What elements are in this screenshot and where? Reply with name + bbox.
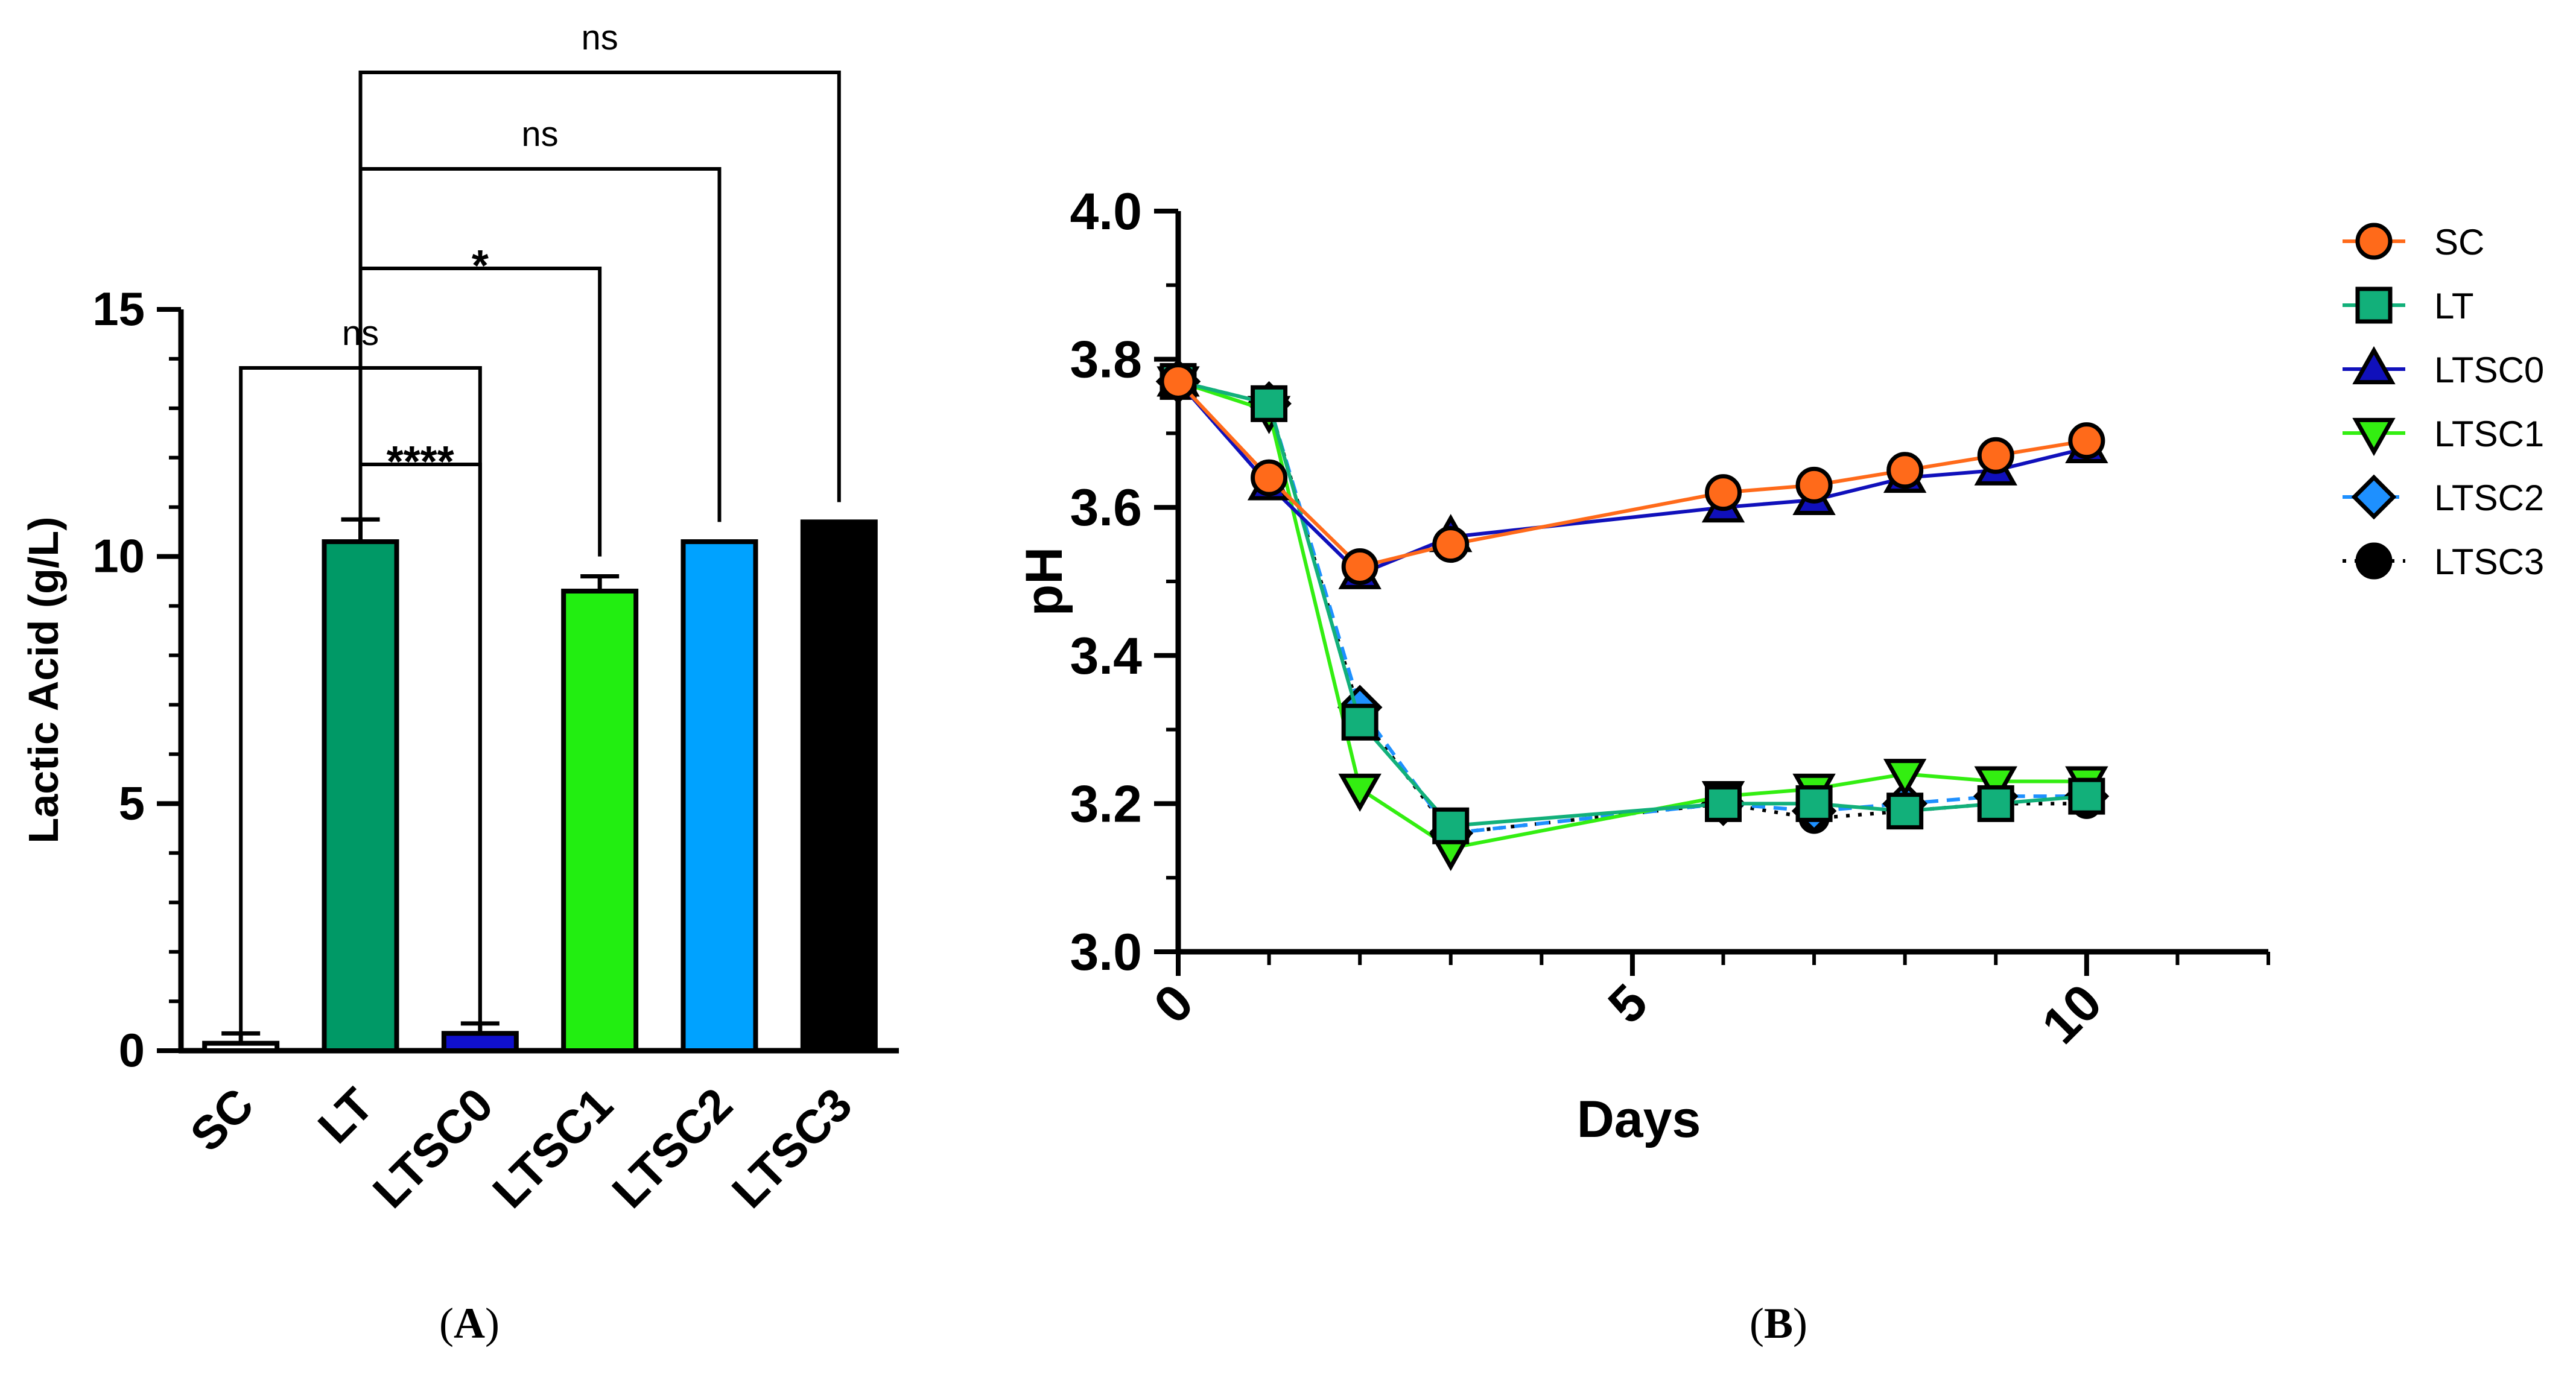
series-sc (1160, 362, 2105, 585)
legend-label: LTSC1 (2434, 414, 2544, 454)
data-point (1883, 759, 1927, 797)
y-tick-label: 3.0 (1070, 923, 1142, 981)
panel-b-letter: B (1764, 1299, 1793, 1347)
significance-label: ns (342, 314, 379, 353)
legend-item-ltsc1: LTSC1 (2343, 414, 2544, 457)
significance-bracket (358, 463, 482, 1024)
x-tick-label: LTSC2 (602, 1078, 743, 1218)
data-point (1795, 466, 1833, 504)
x-tick-label: LTSC3 (722, 1078, 862, 1218)
x-tick-label: 10 (2031, 973, 2113, 1056)
legend-marker (2352, 417, 2396, 457)
legend-marker (2355, 286, 2393, 324)
data-point (1705, 474, 1742, 511)
panel-a-label: (A) (439, 1299, 500, 1347)
y-tick-label: 3.4 (1070, 627, 1142, 685)
data-point (2068, 777, 2105, 815)
legend-label: LTSC2 (2434, 478, 2544, 518)
series-line-ltsc0 (1176, 380, 2087, 577)
legend-label: SC (2434, 222, 2484, 262)
y-tick-label: 15 (92, 282, 145, 335)
data-point (1432, 807, 1470, 844)
legend-item-sc: SC (2343, 222, 2484, 262)
data-point (1886, 793, 1924, 830)
panel-b-line-chart: 3.0 3.2 3.4 3.6 3.8 4.0 0 5 10 Days pH (1015, 183, 2270, 1148)
data-point (1886, 452, 1924, 489)
legend-item-ltsc0: LTSC0 (2343, 346, 2544, 390)
data-point (1432, 526, 1470, 563)
data-point (1160, 362, 1197, 400)
y-axis-title: Lactic Acid (g/L) (20, 517, 67, 844)
bar-ltsc3 (800, 519, 878, 1053)
significance-label: * (472, 242, 489, 290)
legend-marker (2355, 542, 2393, 580)
x-tick-label: LTSC0 (363, 1078, 503, 1218)
y-tick-label: 3.6 (1070, 479, 1142, 537)
series-ltsc1 (1156, 366, 2108, 872)
x-axis-title: Days (1577, 1090, 1701, 1148)
bar-sc (202, 1040, 280, 1053)
data-point (1251, 385, 1288, 422)
x-tick-label: 5 (1597, 973, 1659, 1035)
series-ltsc3 (1163, 366, 2102, 849)
legend-item-lt: LT (2343, 286, 2474, 326)
y-tick-label: 3.8 (1070, 331, 1142, 389)
significance-bracket (358, 267, 602, 557)
data-point (1341, 548, 1378, 585)
legend-label: LTSC3 (2434, 542, 2544, 582)
panel-a-letter: A (454, 1299, 485, 1347)
y-axis-title: pH (1015, 547, 1073, 616)
y-tick-label: 0 (119, 1024, 145, 1077)
bar-ltsc1 (561, 589, 639, 1053)
y-tick-label: 10 (92, 530, 145, 583)
x-tick-label: LTSC1 (482, 1078, 623, 1218)
legend-item-ltsc2: LTSC2 (2343, 474, 2544, 520)
data-point (1338, 773, 1382, 812)
data-point (2068, 422, 2105, 460)
legend-label: LT (2434, 286, 2474, 326)
legend-marker (2355, 223, 2393, 260)
x-tick-label: 0 (1143, 973, 1205, 1035)
series-line-ltsc1 (1178, 379, 2087, 850)
legend-marker (2352, 346, 2396, 385)
data-point (1251, 459, 1288, 496)
significance-label: ns (521, 115, 558, 154)
bar-ltsc2 (680, 539, 758, 1053)
data-point (1341, 703, 1378, 741)
panel-b-label: (B) (1750, 1299, 1807, 1347)
data-point (1977, 437, 2014, 474)
x-tick-label: SC (180, 1078, 264, 1162)
data-point (1705, 785, 1742, 822)
significance-label: **** (387, 438, 454, 486)
y-tick-label: 3.2 (1070, 775, 1142, 833)
data-point (1977, 785, 2014, 822)
series-lt (1160, 362, 2105, 844)
y-tick-label: 5 (119, 776, 145, 829)
bar-lt (322, 539, 399, 1053)
legend-marker (2351, 474, 2397, 520)
x-tick-label: LT (308, 1078, 384, 1154)
significance-label: ns (582, 18, 618, 57)
data-point (1795, 785, 1833, 822)
data-point (1974, 766, 2017, 805)
legend-label: LTSC0 (2434, 350, 2544, 390)
legend-item-ltsc3: LTSC3 (2343, 542, 2544, 582)
bar-ltsc0 (441, 1031, 519, 1054)
y-tick-label: 4.0 (1070, 183, 1142, 241)
panel-b-legend: SC LT LTSC0 LTSC1 LTSC2 LTSC3 (2343, 222, 2544, 582)
